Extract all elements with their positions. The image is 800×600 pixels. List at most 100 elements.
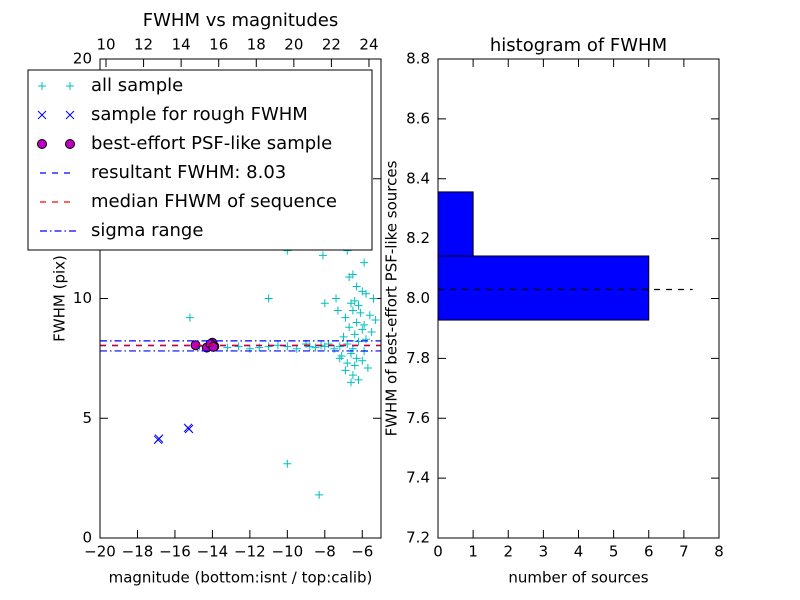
point <box>354 301 363 310</box>
legend-label: best-effort PSF-like sample <box>91 133 332 154</box>
x-tick-label: −8 <box>314 543 336 561</box>
point <box>348 306 357 315</box>
legend-marker <box>37 110 47 120</box>
point <box>223 343 232 352</box>
point <box>369 294 378 303</box>
legend-marker <box>38 82 46 90</box>
point <box>154 434 164 443</box>
point <box>352 318 361 327</box>
y-tick-label: 7.4 <box>406 469 430 487</box>
legend-marker <box>65 139 75 149</box>
y-tick-label: 8.2 <box>406 229 430 247</box>
point <box>352 354 361 363</box>
legend-box <box>27 69 373 251</box>
point <box>315 490 324 499</box>
point <box>362 335 371 344</box>
y-tick-label: 10 <box>73 289 92 307</box>
x2-tick-label: 22 <box>322 36 341 54</box>
point <box>341 313 350 322</box>
point <box>345 272 354 281</box>
y-tick-label: 8.4 <box>406 169 430 187</box>
x-tick-label: −10 <box>272 543 304 561</box>
x2-tick-label: 10 <box>96 36 115 54</box>
point <box>350 330 359 339</box>
legend-label: median FHWM of sequence <box>91 191 337 212</box>
x-tick-label: −16 <box>159 543 191 561</box>
x-tick-label: −6 <box>351 543 373 561</box>
x-tick-label: 6 <box>644 543 654 561</box>
point <box>343 359 352 368</box>
axes-frame <box>99 58 382 539</box>
x-tick-label: 7 <box>679 543 689 561</box>
legend-label: sample for rough FWHM <box>91 104 308 125</box>
point <box>362 289 371 298</box>
point <box>333 306 342 315</box>
x-tick-label: −14 <box>197 543 229 561</box>
x-tick-label: 4 <box>574 543 584 561</box>
bar <box>437 255 650 321</box>
x-tick-label: 8 <box>714 543 724 561</box>
point <box>264 294 273 303</box>
point <box>350 361 359 370</box>
point <box>311 343 320 352</box>
x2-tick-label: 16 <box>209 36 228 54</box>
point <box>360 258 369 267</box>
point <box>332 294 341 303</box>
point <box>354 375 363 384</box>
point <box>367 328 376 337</box>
point <box>264 342 273 351</box>
x-tick-label: 3 <box>539 543 549 561</box>
point <box>371 316 380 325</box>
legend-marker <box>65 110 75 120</box>
y-axis-label: FWHM (pix) <box>51 255 69 342</box>
point <box>184 424 194 434</box>
point <box>341 366 350 375</box>
x-tick-label: 2 <box>503 543 513 561</box>
point <box>234 342 243 351</box>
point <box>320 299 329 308</box>
point <box>345 323 354 332</box>
x2-tick-label: 18 <box>247 36 266 54</box>
legend-marker <box>37 139 47 149</box>
y-tick-label: 7.6 <box>406 409 430 427</box>
chart-title: histogram of FWHM <box>490 35 667 56</box>
point <box>283 459 292 468</box>
y-tick-label: 8.0 <box>406 289 430 307</box>
x2-tick-label: 24 <box>359 36 378 54</box>
point <box>335 342 344 351</box>
x2-tick-label: 20 <box>284 36 303 54</box>
point <box>354 337 363 346</box>
x-tick-label: 0 <box>433 543 443 561</box>
point <box>318 251 327 260</box>
y-tick-label: 0 <box>82 529 92 547</box>
x-axis-label: magnitude (bottom:isnt / top:calib) <box>109 569 373 587</box>
y-axis-label: FWHM of best-effort PSF-like sources <box>383 160 401 436</box>
x2-tick-label: 14 <box>172 36 191 54</box>
point <box>208 341 219 352</box>
point <box>348 371 357 380</box>
y-tick-label: 20 <box>73 50 92 68</box>
point <box>356 308 365 317</box>
legend-marker <box>66 82 74 90</box>
point <box>339 332 348 341</box>
chart-title: FWHM vs magnitudes <box>143 10 338 31</box>
point <box>358 325 367 334</box>
x-tick-label: −12 <box>234 543 266 561</box>
point <box>358 356 367 365</box>
x-tick-label: −20 <box>84 543 116 561</box>
legend-label: resultant FWHM: 8.03 <box>91 162 286 183</box>
point <box>320 342 329 351</box>
point <box>335 354 344 363</box>
bar <box>437 191 474 257</box>
point <box>347 378 356 387</box>
legend-label: sigma range <box>91 220 203 241</box>
legend-label: all sample <box>91 75 183 96</box>
x-axis-label: number of sources <box>508 569 648 587</box>
x-tick-label: −18 <box>122 543 154 561</box>
y-tick-label: 8.8 <box>406 50 430 68</box>
point <box>347 299 356 308</box>
y-tick-label: 8.6 <box>406 109 430 127</box>
y-tick-label: 5 <box>82 409 92 427</box>
x2-tick-label: 12 <box>134 36 153 54</box>
